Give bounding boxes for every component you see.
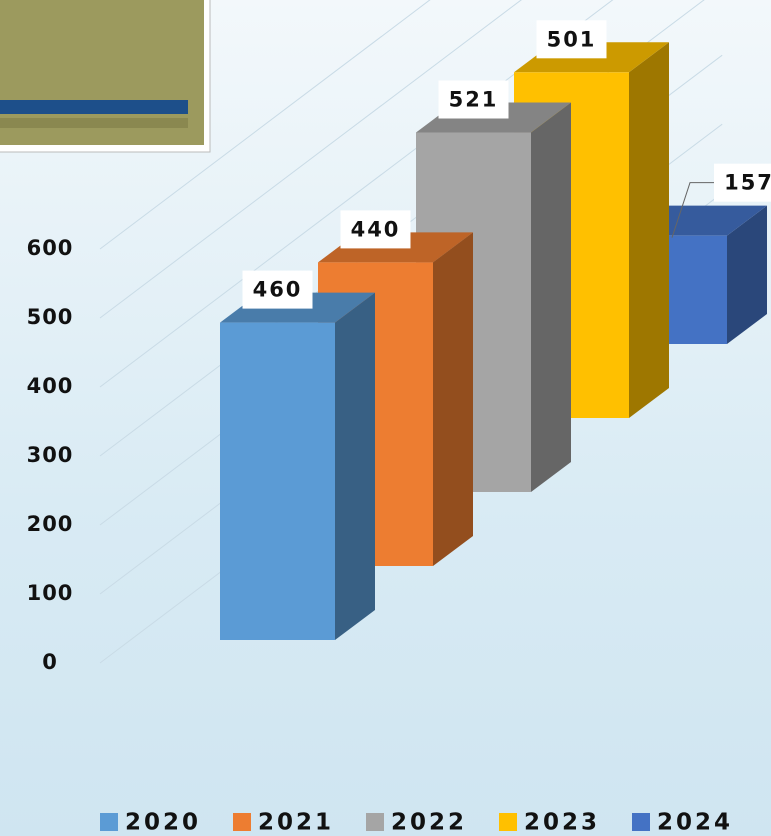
legend-label: 2021 xyxy=(258,810,334,836)
legend-label: 2020 xyxy=(125,810,201,836)
data-label: 157 xyxy=(724,171,771,195)
data-label: 440 xyxy=(351,217,401,241)
bar-side xyxy=(335,292,375,640)
data-label-box xyxy=(438,80,509,119)
bar-side xyxy=(433,232,473,566)
legend-label: 2022 xyxy=(391,810,467,836)
bar-side xyxy=(727,205,767,344)
inset-image xyxy=(0,0,211,153)
data-label-box xyxy=(242,270,313,309)
y-tick-label: 300 xyxy=(27,443,74,467)
grid-line xyxy=(99,0,614,388)
legend-swatch xyxy=(366,813,384,831)
legend-label: 2023 xyxy=(524,810,600,836)
y-tick-label: 100 xyxy=(27,581,74,605)
bar-side xyxy=(531,102,571,492)
y-tick-label: 500 xyxy=(27,305,74,329)
bar xyxy=(612,205,767,344)
legend-swatch xyxy=(499,813,517,831)
y-tick-label: 0 xyxy=(42,650,58,674)
legend-label: 2024 xyxy=(657,810,733,836)
data-label-box xyxy=(536,20,607,59)
bar-side xyxy=(629,42,669,419)
data-label: 501 xyxy=(547,27,597,51)
data-label: 521 xyxy=(449,88,499,112)
data-label-box xyxy=(340,210,411,249)
data-label: 460 xyxy=(253,278,303,302)
bar-front xyxy=(220,322,335,640)
legend-swatch xyxy=(632,813,650,831)
bar xyxy=(220,292,375,640)
grid-line xyxy=(99,0,431,250)
legend-swatch xyxy=(100,813,118,831)
grid-line xyxy=(99,0,522,319)
y-tick-label: 200 xyxy=(27,512,74,536)
leader-line xyxy=(671,182,717,238)
data-label-box xyxy=(714,163,771,202)
y-tick-label: 600 xyxy=(27,236,74,260)
legend-swatch xyxy=(233,813,251,831)
y-tick-label: 400 xyxy=(27,374,74,398)
